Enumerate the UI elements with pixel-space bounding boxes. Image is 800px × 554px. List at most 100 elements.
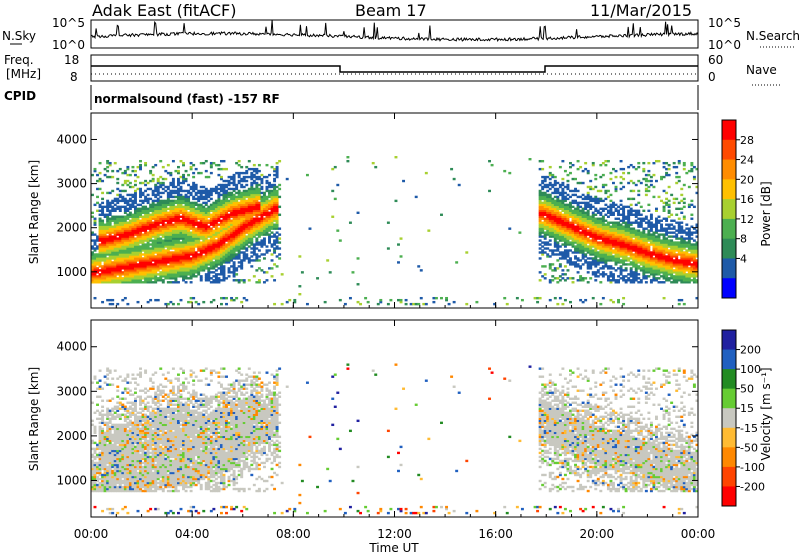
data-cell [220,279,223,281]
data-cell [587,257,590,259]
data-cell [210,162,213,164]
data-cell [238,265,241,267]
data-cell [609,222,612,224]
data-cell [190,297,193,299]
data-cell [278,237,281,239]
data-cell [579,202,582,204]
data-cell [200,186,203,188]
data-cell [258,259,261,261]
data-cell [549,166,552,168]
data-cell [640,231,643,233]
data-cell [139,200,142,202]
data-cell [549,243,552,245]
data-cell [326,259,329,261]
data-cell [159,196,162,198]
data-cell [106,235,109,237]
data-cell [217,164,220,166]
data-cell [210,204,213,206]
data-cell [660,239,663,241]
data-cell [465,251,468,253]
data-cell [152,200,155,202]
data-cell [121,216,124,218]
data-cell [162,178,165,180]
data-cell [615,170,618,172]
data-cell [238,261,241,263]
data-cell [346,160,349,162]
data-cell [111,170,114,172]
data-cell [663,190,666,192]
data-cell [665,218,668,220]
data-cell [215,164,218,166]
data-cell [400,299,403,301]
data-cell [609,204,612,206]
noise-left-tick-high: 10^5 [52,16,85,30]
data-cell [159,192,162,194]
noise-right-label: N.Search [746,29,800,43]
data-cell [539,184,542,186]
data-cell [663,206,666,208]
data-cell [663,281,666,283]
data-cell [627,182,630,184]
data-cell [96,210,99,212]
data-cell [273,233,276,235]
data-cell [167,208,170,210]
data-cell [622,303,625,305]
data-cell [207,239,210,241]
data-cell [121,277,124,279]
data-cell [180,299,183,301]
data-cell [554,249,557,251]
data-cell [569,241,572,243]
data-cell [577,196,580,198]
data-cell [207,267,210,269]
data-cell [506,303,509,305]
data-cell [220,160,223,162]
data-cell [647,204,650,206]
data-cell [602,184,605,186]
noise-sky-line [91,20,698,41]
data-cell [137,176,140,178]
data-cell [660,275,663,277]
data-cell [258,267,261,269]
data-cell [215,269,218,271]
data-cell [124,216,127,218]
data-cell [248,257,251,259]
data-cell [546,194,549,196]
data-cell [503,297,506,299]
data-cell [167,281,170,283]
data-cell [539,279,542,281]
data-cell [131,194,134,196]
data-cell [223,160,226,162]
data-cell [109,218,112,220]
data-cell [212,188,215,190]
data-cell [604,184,607,186]
data-cell [144,196,147,198]
data-cell [564,204,567,206]
data-cell [101,192,104,194]
data-cell [220,184,223,186]
data-cell [652,231,655,233]
data-cell [549,279,552,281]
data-cell [637,162,640,164]
data-cell [589,186,592,188]
data-cell [111,303,114,305]
data-cell [352,271,355,273]
data-cell [566,259,569,261]
data-cell [159,226,162,228]
data-cell [286,178,289,180]
data-cell [620,176,623,178]
data-cell [223,168,226,170]
data-cell [650,251,653,253]
nave-label: Nave [746,63,777,77]
data-cell [587,237,590,239]
data-cell [288,299,291,301]
data-cell [569,257,572,259]
data-cell [584,168,587,170]
data-cell [549,194,552,196]
data-cell [164,249,167,251]
data-cell [111,190,114,192]
data-cell [589,196,592,198]
data-cell [663,227,666,229]
data-cell [556,281,559,283]
data-cell [149,214,152,216]
data-cell [134,206,137,208]
